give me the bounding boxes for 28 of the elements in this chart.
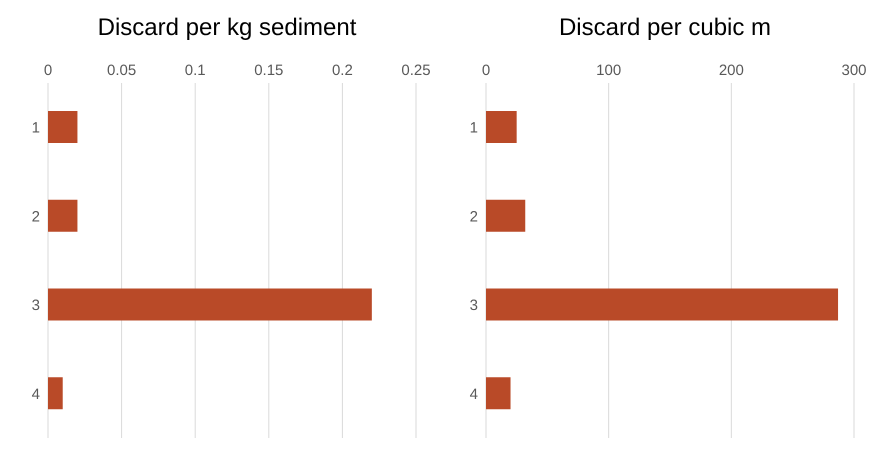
y-tick-label: 1 (32, 120, 40, 137)
x-tick-label: 0 (482, 62, 490, 79)
bar (486, 377, 511, 410)
x-tick-label: 0 (44, 62, 52, 79)
x-tick-label: 0.25 (401, 62, 431, 79)
y-tick-label: 3 (470, 297, 478, 314)
x-tick-label: 300 (841, 62, 867, 79)
bar (48, 111, 78, 143)
bar (48, 288, 372, 320)
y-tick-label: 1 (470, 120, 478, 137)
y-tick-label: 3 (32, 297, 40, 314)
x-tick-label: 0.15 (254, 62, 284, 79)
y-tick-label: 2 (470, 208, 478, 226)
bar (486, 200, 526, 232)
x-tick-label: 0.05 (107, 62, 136, 79)
chart-title: Discard per kg sediment (96, 13, 358, 43)
bar (48, 377, 63, 410)
chart-title: Discard per cubic m (558, 13, 772, 43)
x-tick-label: 0.2 (332, 62, 353, 79)
y-tick-label: 4 (470, 386, 478, 403)
bar (486, 111, 517, 143)
x-tick-label: 100 (596, 62, 622, 79)
bar (48, 200, 78, 232)
y-tick-label: 4 (32, 386, 40, 403)
x-tick-label: 0.1 (184, 62, 206, 79)
bar (486, 288, 838, 320)
x-tick-label: 200 (718, 62, 744, 79)
y-tick-label: 2 (32, 208, 40, 226)
